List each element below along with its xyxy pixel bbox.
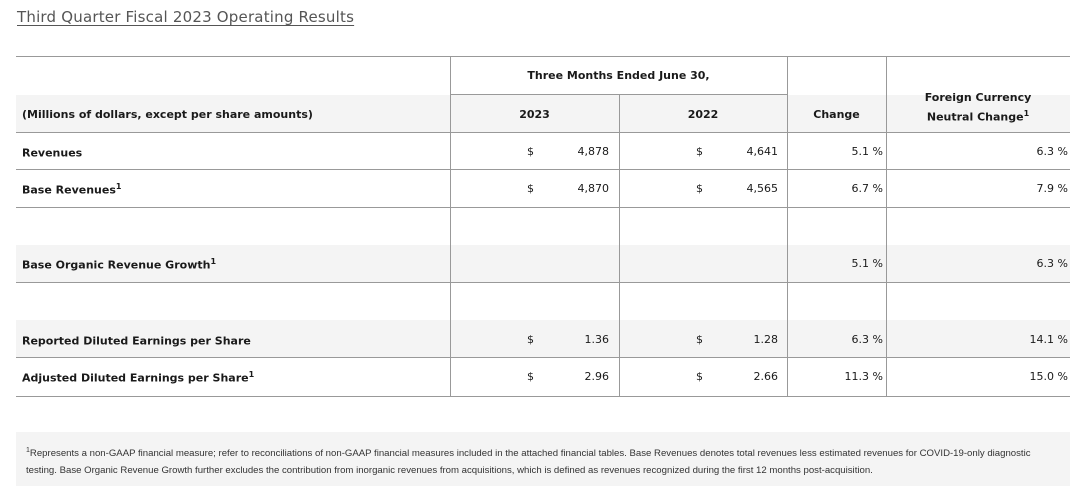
fcnc-line2-text: Neutral Change: [926, 110, 1024, 124]
value-change: 5.1 %: [851, 145, 883, 158]
footnote-marker: 1: [26, 447, 30, 454]
value-2022: 2.66: [753, 370, 779, 383]
value-2023: 1.36: [584, 333, 610, 346]
divider-h-header: [16, 132, 1070, 133]
footnote-text: Represents a non-GAAP financial measure;…: [26, 448, 1031, 477]
row-label: Reported Diluted Earnings per Share: [22, 333, 251, 348]
currency-symbol: $: [527, 370, 534, 383]
row-label-text: Reported Diluted Earnings per Share: [22, 334, 251, 348]
operating-results-table: Three Months Ended June 30, (Millions of…: [16, 56, 1070, 397]
divider-v4: [886, 57, 887, 396]
value-change: 5.1 %: [851, 257, 883, 270]
value-change: 11.3 %: [844, 370, 883, 383]
divider-h-2: [16, 207, 1070, 208]
row-label-text: Adjusted Diluted Earnings per Share: [22, 371, 249, 385]
currency-symbol: $: [527, 145, 534, 158]
label-header: (Millions of dollars, except per share a…: [22, 108, 313, 121]
row-label: Base Revenues1: [22, 182, 121, 197]
value-change: 6.3 %: [851, 333, 883, 346]
col-header-fcnc: Foreign Currency Neutral Change1: [886, 90, 1070, 126]
value-2022: 1.28: [753, 333, 779, 346]
value-change: 6.7 %: [851, 182, 883, 195]
value-fcnc: 15.0 %: [1029, 370, 1068, 383]
footnote: 1Represents a non-GAAP financial measure…: [16, 432, 1070, 486]
col-header-2023: 2023: [519, 108, 550, 121]
value-fcnc: 6.3 %: [1036, 145, 1068, 158]
value-2023: 4,870: [577, 182, 610, 195]
value-2022: 4,565: [746, 182, 779, 195]
currency-symbol: $: [527, 333, 534, 346]
row-band-4: [16, 320, 1070, 357]
col-header-change: Change: [813, 108, 860, 121]
currency-symbol: $: [696, 145, 703, 158]
row-label-text: Base Organic Revenue Growth: [22, 258, 211, 272]
footnote-marker: 1: [248, 370, 255, 379]
footnote-marker: 1: [210, 257, 217, 266]
group-header: Three Months Ended June 30,: [527, 69, 710, 82]
divider-v1: [450, 57, 451, 396]
value-fcnc: 7.9 %: [1036, 182, 1068, 195]
divider-h-group: [450, 94, 787, 95]
row-label-text: Base Revenues: [22, 183, 116, 197]
row-label-text: Revenues: [22, 146, 83, 160]
value-fcnc: 6.3 %: [1036, 257, 1068, 270]
divider-h-3: [16, 282, 1070, 283]
divider-v3: [787, 57, 788, 396]
divider-h-4: [16, 357, 1070, 358]
value-2023: 4,878: [577, 145, 610, 158]
header-band: [16, 95, 1070, 132]
footnote-marker: 1: [1023, 109, 1030, 118]
row-label: Base Organic Revenue Growth1: [22, 257, 216, 272]
currency-symbol: $: [527, 182, 534, 195]
fcnc-line1: Foreign Currency: [924, 91, 1032, 104]
value-2023: 2.96: [584, 370, 610, 383]
row-band-3: [16, 245, 1070, 282]
divider-v2: [619, 95, 620, 396]
currency-symbol: $: [696, 182, 703, 195]
row-label: Revenues: [22, 145, 82, 160]
currency-symbol: $: [696, 333, 703, 346]
col-header-2022: 2022: [687, 108, 719, 121]
row-label: Adjusted Diluted Earnings per Share1: [22, 370, 254, 385]
divider-h-1: [16, 169, 1070, 170]
fcnc-line2: Neutral Change1: [886, 106, 1070, 126]
page-title: Third Quarter Fiscal 2023 Operating Resu…: [17, 8, 355, 26]
value-2022: 4,641: [746, 145, 779, 158]
currency-symbol: $: [696, 370, 703, 383]
footnote-marker: 1: [115, 182, 122, 191]
value-fcnc: 14.1 %: [1029, 333, 1068, 346]
